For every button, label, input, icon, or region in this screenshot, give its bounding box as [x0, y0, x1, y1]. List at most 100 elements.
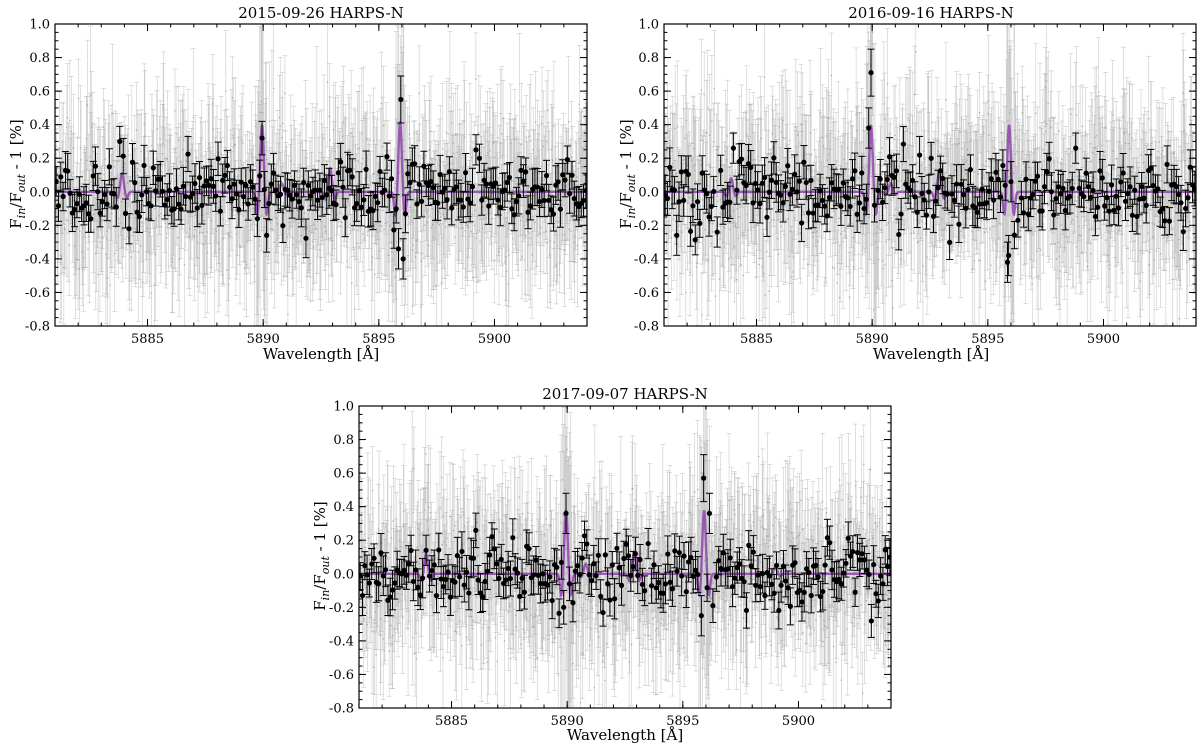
- binned-point: [254, 216, 260, 222]
- binned-point: [259, 135, 265, 141]
- unbinned-point: [118, 160, 121, 162]
- binned-point: [453, 184, 459, 190]
- unbinned-point: [701, 314, 703, 316]
- unbinned-point: [538, 172, 541, 174]
- unbinned-point: [175, 132, 177, 135]
- binned-point: [136, 213, 143, 220]
- unbinned-point: [88, 235, 91, 238]
- unbinned-point: [62, 162, 65, 165]
- unbinned-point: [546, 241, 549, 244]
- binned-point: [391, 227, 397, 233]
- binned-point: [555, 179, 561, 185]
- unbinned-point: [501, 132, 503, 135]
- unbinned-point: [553, 125, 555, 127]
- unbinned-point: [283, 212, 286, 215]
- x-tick-label: 5900: [478, 332, 511, 347]
- binned-point: [220, 177, 226, 183]
- unbinned-point: [65, 219, 68, 221]
- unbinned-point: [203, 219, 206, 222]
- unbinned-point: [477, 215, 480, 218]
- binned-point: [60, 193, 66, 200]
- binned-point: [473, 147, 479, 153]
- binned-point: [213, 193, 219, 199]
- unbinned-point: [234, 143, 237, 146]
- binned-point: [460, 204, 466, 210]
- binned-point: [153, 188, 159, 194]
- binned-point: [520, 178, 526, 184]
- unbinned-point: [496, 137, 499, 139]
- binned-point: [382, 187, 388, 193]
- unbinned-point: [424, 224, 426, 227]
- unbinned-point: [430, 130, 432, 133]
- unbinned-point: [452, 142, 455, 144]
- binned-point: [194, 205, 200, 211]
- binned-point: [506, 174, 513, 181]
- y-tick-label: 0.8: [29, 51, 50, 66]
- unbinned-point: [160, 225, 163, 228]
- y-axis-label: Fin/Fout - 1 [%]: [617, 119, 638, 229]
- binned-point: [157, 176, 163, 182]
- unbinned-point: [706, 107, 709, 110]
- unbinned-point: [298, 222, 300, 224]
- binned-point: [384, 154, 390, 160]
- unbinned-point: [292, 243, 295, 246]
- binned-point: [113, 204, 119, 210]
- binned-point: [414, 201, 420, 207]
- y-tick-label: 0.2: [29, 152, 50, 167]
- binned-point: [141, 162, 147, 169]
- binned-point: [266, 200, 272, 207]
- unbinned-point: [273, 241, 276, 243]
- unbinned-point: [508, 254, 510, 256]
- binned-point: [143, 189, 149, 195]
- binned-point: [90, 173, 96, 179]
- unbinned-point: [130, 256, 133, 259]
- unbinned-point: [676, 125, 679, 128]
- unbinned-point: [576, 176, 578, 178]
- unbinned-point: [703, 93, 705, 96]
- unbinned-point: [519, 219, 522, 222]
- unbinned-point: [427, 244, 430, 247]
- binned-point: [307, 193, 314, 199]
- unbinned-point: [334, 142, 337, 145]
- unbinned-point: [314, 167, 316, 170]
- unbinned-point: [332, 239, 334, 242]
- unbinned-point: [667, 277, 669, 280]
- binned-point: [97, 210, 103, 216]
- binned-point: [541, 197, 547, 204]
- unbinned-point: [440, 216, 442, 218]
- unbinned-point: [350, 132, 352, 134]
- unbinned-point: [204, 276, 206, 278]
- unbinned-point: [514, 138, 516, 140]
- unbinned-point: [127, 150, 130, 152]
- binned-point: [527, 203, 533, 209]
- binned-point: [139, 192, 145, 198]
- unbinned-point: [140, 150, 143, 153]
- unbinned-point: [540, 226, 542, 229]
- binned-point: [347, 167, 353, 173]
- binned-point: [164, 196, 170, 203]
- unbinned-point: [58, 147, 61, 149]
- binned-point: [317, 187, 323, 193]
- binned-point: [180, 183, 186, 189]
- unbinned-point: [309, 262, 312, 265]
- binned-point: [224, 162, 230, 169]
- binned-point: [412, 161, 418, 167]
- unbinned-point: [675, 172, 678, 175]
- unbinned-point: [550, 228, 552, 231]
- unbinned-point: [684, 137, 687, 139]
- unbinned-point: [511, 179, 513, 182]
- unbinned-point: [418, 92, 420, 95]
- unbinned-point: [570, 230, 572, 232]
- unbinned-point: [543, 231, 545, 234]
- unbinned-point: [570, 156, 573, 159]
- unbinned-point: [541, 122, 543, 125]
- unbinned-point: [89, 94, 92, 97]
- unbinned-point: [268, 120, 271, 123]
- binned-point: [95, 189, 101, 195]
- unbinned-point: [705, 132, 708, 134]
- binned-point: [166, 187, 173, 194]
- binned-point: [513, 199, 520, 205]
- y-tick-label: 0.0: [29, 185, 50, 200]
- unbinned-point: [445, 131, 448, 134]
- unbinned-point: [206, 251, 209, 254]
